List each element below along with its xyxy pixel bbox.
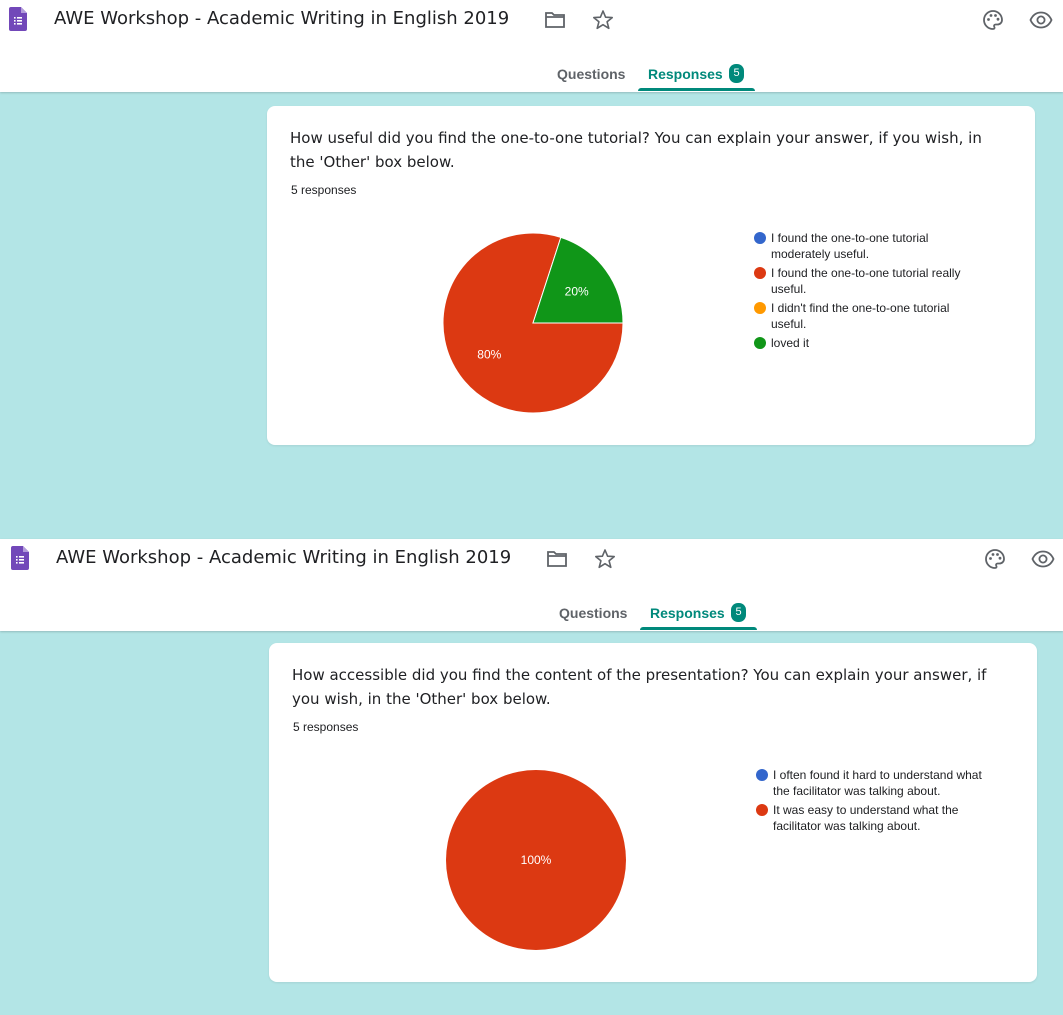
pie-chart[interactable]: 100% bbox=[444, 768, 628, 952]
forms-icon[interactable] bbox=[9, 7, 27, 31]
question-card: How accessible did you find the content … bbox=[269, 643, 1037, 982]
legend-label: I often found it hard to understand what… bbox=[773, 768, 982, 798]
legend-item[interactable]: I didn't find the one-to-one tutorial us… bbox=[754, 300, 984, 332]
legend-item[interactable]: It was easy to understand what the facil… bbox=[756, 802, 986, 834]
legend-label: I found the one-to-one tutorial moderate… bbox=[771, 231, 929, 261]
legend-color-dot bbox=[756, 769, 768, 781]
folder-icon[interactable] bbox=[543, 8, 567, 32]
legend-item[interactable]: loved it bbox=[754, 335, 984, 351]
legend-item[interactable]: I found the one-to-one tutorial moderate… bbox=[754, 230, 984, 262]
legend-label: I didn't find the one-to-one tutorial us… bbox=[771, 301, 950, 331]
pie-slice[interactable] bbox=[532, 236, 624, 324]
tab-questions[interactable]: Questions bbox=[559, 605, 628, 621]
palette-icon[interactable] bbox=[981, 8, 1005, 32]
legend-label: loved it bbox=[771, 336, 810, 350]
pie-chart[interactable]: 80% 20% bbox=[441, 231, 625, 415]
star-icon[interactable] bbox=[593, 547, 617, 571]
tab-responses-label: Responses bbox=[648, 66, 723, 82]
legend-label: It was easy to understand what the facil… bbox=[773, 803, 959, 833]
legend-color-dot bbox=[754, 267, 766, 279]
legend-color-dot bbox=[754, 232, 766, 244]
form-header: AWE Workshop - Academic Writing in Engli… bbox=[0, 539, 1063, 631]
question-card: How useful did you find the one-to-one t… bbox=[267, 106, 1035, 445]
form-panel-1: AWE Workshop - Academic Writing in Engli… bbox=[0, 0, 1063, 445]
legend-label: I found the one-to-one tutorial really u… bbox=[771, 266, 961, 296]
chart-legend: I found the one-to-one tutorial moderate… bbox=[754, 230, 984, 354]
legend-color-dot bbox=[754, 302, 766, 314]
question-text: How accessible did you find the content … bbox=[292, 666, 987, 708]
legend-item[interactable]: I found the one-to-one tutorial really u… bbox=[754, 265, 984, 297]
pie-slice[interactable] bbox=[446, 770, 626, 950]
response-count: 5 responses bbox=[291, 183, 357, 197]
responses-count-badge: 5 bbox=[731, 603, 746, 622]
pie-slice-label: 100% bbox=[521, 853, 552, 867]
legend-item[interactable]: I often found it hard to understand what… bbox=[756, 767, 986, 799]
folder-icon[interactable] bbox=[545, 547, 569, 571]
question-text: How useful did you find the one-to-one t… bbox=[290, 129, 982, 171]
tab-responses[interactable]: Responses bbox=[650, 605, 725, 621]
tab-questions[interactable]: Questions bbox=[557, 66, 626, 82]
legend-color-dot bbox=[754, 337, 766, 349]
pie-slice-label: 20% bbox=[565, 284, 589, 298]
pie-slice-label: 80% bbox=[477, 348, 501, 362]
tab-responses[interactable]: Responses bbox=[648, 66, 723, 82]
preview-eye-icon[interactable] bbox=[1031, 547, 1055, 571]
form-title[interactable]: AWE Workshop - Academic Writing in Engli… bbox=[56, 547, 512, 568]
forms-icon[interactable] bbox=[11, 546, 29, 570]
chart-legend: I often found it hard to understand what… bbox=[756, 767, 986, 837]
palette-icon[interactable] bbox=[983, 547, 1007, 571]
form-header: AWE Workshop - Academic Writing in Engli… bbox=[0, 0, 1063, 92]
legend-color-dot bbox=[756, 804, 768, 816]
form-panel-2: AWE Workshop - Academic Writing in Engli… bbox=[0, 539, 1063, 1015]
form-title[interactable]: AWE Workshop - Academic Writing in Engli… bbox=[54, 8, 510, 29]
preview-eye-icon[interactable] bbox=[1029, 8, 1053, 32]
star-icon[interactable] bbox=[591, 8, 615, 32]
tab-responses-label: Responses bbox=[650, 605, 725, 621]
responses-count-badge: 5 bbox=[729, 64, 744, 83]
response-count: 5 responses bbox=[293, 720, 359, 734]
active-tab-indicator bbox=[640, 627, 757, 630]
active-tab-indicator bbox=[638, 88, 755, 91]
